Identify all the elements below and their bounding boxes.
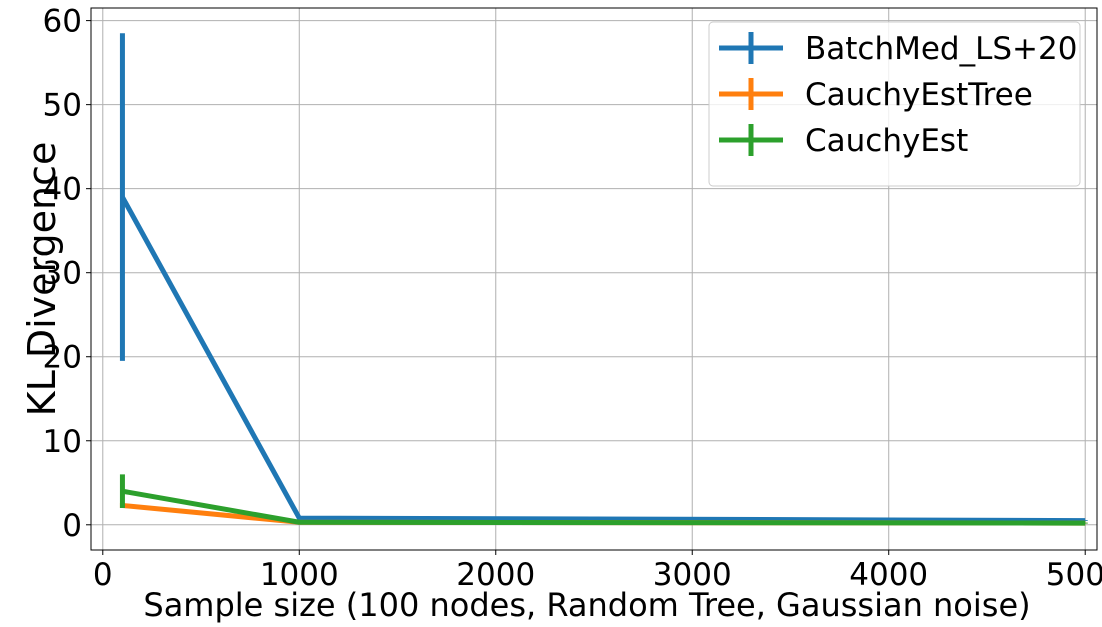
x-axis-title: Sample size (100 nodes, Random Tree, Gau… xyxy=(143,586,1030,624)
legend: BatchMed_LS+20 CauchyEstTree CauchyEst xyxy=(708,21,1081,187)
y-tick-label: 10 xyxy=(43,424,82,460)
legend-entry: BatchMed_LS+20 xyxy=(719,31,1077,67)
legend-label: CauchyEstTree xyxy=(805,77,1033,113)
legend-box xyxy=(708,21,1081,187)
series-layer xyxy=(119,33,1088,526)
plot-frame xyxy=(90,7,1098,551)
y-tick-label: 40 xyxy=(43,172,82,208)
legend-entry: CauchyEst xyxy=(719,123,968,159)
series-2 xyxy=(119,474,1088,526)
x-tick-label: 0 xyxy=(93,557,113,593)
y-axis-title: KL Divergence xyxy=(20,142,64,417)
legend-label: BatchMed_LS+20 xyxy=(805,31,1077,67)
y-tick-label: 50 xyxy=(43,88,82,124)
x-tick-label: 4000 xyxy=(849,557,928,593)
x-tick-label: 1000 xyxy=(260,557,339,593)
y-tick-label: 60 xyxy=(43,4,82,40)
x-tick-label: 3000 xyxy=(653,557,732,593)
legend-label: CauchyEst xyxy=(805,123,968,159)
legend-entry: CauchyEstTree xyxy=(719,77,1033,113)
y-tick-label: 30 xyxy=(43,256,82,292)
y-tick-label: 0 xyxy=(62,508,82,544)
x-tick-label: 2000 xyxy=(456,557,535,593)
y-tick-label: 20 xyxy=(43,340,82,376)
